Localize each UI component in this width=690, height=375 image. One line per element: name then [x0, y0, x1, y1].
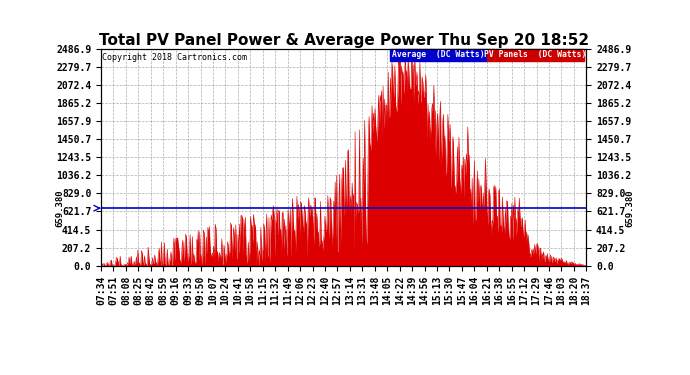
Bar: [390, 49, 487, 61]
Bar: [487, 49, 584, 61]
Title: Total PV Panel Power & Average Power Thu Sep 20 18:52: Total PV Panel Power & Average Power Thu…: [99, 33, 589, 48]
Text: PV Panels  (DC Watts): PV Panels (DC Watts): [484, 50, 586, 59]
Text: Average  (DC Watts): Average (DC Watts): [392, 50, 484, 59]
Text: 659.380: 659.380: [55, 189, 64, 227]
Text: 659.380: 659.380: [625, 189, 635, 227]
Text: Copyright 2018 Cartronics.com: Copyright 2018 Cartronics.com: [102, 53, 247, 62]
